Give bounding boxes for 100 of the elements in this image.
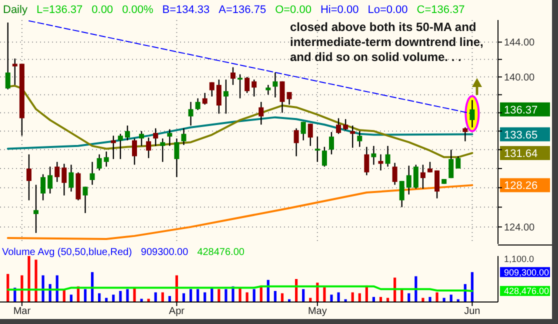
candlestick	[68, 164, 74, 192]
x-tick-label: Jun	[464, 306, 480, 317]
candlestick	[252, 78, 257, 98]
bar	[126, 289, 129, 302]
text: 0.00%	[122, 4, 154, 16]
text: O=0.00	[275, 4, 312, 16]
bar	[28, 256, 30, 302]
bar	[252, 289, 256, 302]
candlestick	[350, 124, 356, 148]
candlestick	[5, 22, 10, 90]
candlestick	[96, 154, 102, 172]
candlestick	[378, 154, 384, 172]
x-tick-label: May	[308, 306, 327, 317]
bar	[140, 298, 143, 302]
bar	[422, 298, 424, 302]
candlestick	[462, 126, 468, 142]
candlestick	[343, 118, 348, 131]
candlestick	[216, 78, 222, 114]
candlestick	[124, 124, 130, 141]
bar	[84, 289, 87, 302]
text: B=134.33	[162, 4, 210, 16]
text: 0.00	[92, 4, 114, 16]
candlestick	[336, 118, 342, 134]
text: 133.65	[504, 129, 538, 142]
bar	[238, 288, 242, 302]
candlestick	[40, 174, 46, 201]
candlestick	[448, 149, 454, 179]
bar	[224, 289, 228, 302]
chart-title: Volume Avg (50,50,blue,Red)	[2, 247, 132, 258]
candlestick	[195, 98, 200, 111]
text: 428,476.00	[504, 286, 550, 296]
candlestick	[434, 170, 440, 199]
text: A=136.75	[218, 4, 266, 16]
x-tick-label: Apr	[168, 306, 186, 317]
bar	[351, 292, 354, 302]
text: 131.64	[504, 148, 538, 160]
bar	[428, 296, 432, 302]
bar	[119, 290, 122, 302]
candlestick	[392, 162, 398, 186]
bar	[34, 260, 38, 302]
bar	[154, 292, 157, 302]
candlestick	[132, 138, 137, 166]
text: Hi=0.00	[320, 4, 359, 16]
y-tick-label: 124.00	[504, 222, 536, 234]
bar	[302, 289, 305, 302]
bar	[436, 292, 438, 302]
candlestick	[371, 145, 376, 166]
candlestick	[322, 146, 327, 168]
bar	[330, 294, 333, 302]
candlestick	[314, 136, 320, 162]
candlestick	[294, 128, 299, 157]
text: Lo=0.00	[368, 4, 408, 16]
candlestick	[82, 186, 88, 214]
candlestick	[153, 128, 158, 147]
candlestick	[258, 101, 264, 126]
candlestick	[62, 163, 67, 196]
text: 1,100.0	[504, 254, 534, 264]
text: 909,300.00	[504, 267, 550, 278]
candlestick	[12, 58, 18, 86]
candlestick	[364, 146, 370, 176]
candlestick	[174, 138, 180, 178]
bar	[450, 294, 452, 302]
candlestick	[230, 66, 236, 86]
bar	[196, 289, 200, 302]
bar	[204, 292, 206, 302]
annotation: 428476.00	[197, 247, 245, 258]
candlestick	[413, 164, 418, 190]
y-tick-label: 140.00	[504, 72, 536, 84]
candlestick	[34, 184, 38, 234]
text: L=136.37	[36, 4, 83, 16]
candlestick	[266, 84, 271, 96]
candlestick	[167, 128, 172, 147]
candlestick	[90, 161, 95, 186]
candlestick	[209, 82, 214, 98]
chart-title: Daily	[3, 4, 28, 16]
bar	[337, 292, 340, 302]
candlestick	[54, 161, 60, 183]
candlestick	[456, 156, 461, 170]
line-series	[6, 116, 474, 150]
candlestick	[160, 138, 166, 162]
bar	[218, 289, 220, 302]
candlestick	[104, 150, 109, 168]
candlestick	[308, 123, 313, 147]
y-tick-label: 144.00	[504, 38, 536, 49]
bar	[70, 294, 72, 302]
candlestick	[427, 161, 432, 173]
candlestick	[280, 80, 285, 114]
candlestick	[272, 72, 278, 98]
bar	[189, 289, 192, 302]
candlestick	[223, 78, 228, 114]
candlestick	[48, 166, 53, 194]
candlestick	[328, 131, 334, 155]
candlestick	[188, 101, 194, 126]
x-tick-label: Mar	[13, 306, 32, 317]
line-series	[6, 184, 474, 240]
bar	[112, 294, 115, 302]
bar	[246, 292, 248, 302]
text: 128.26	[504, 180, 538, 192]
bar	[161, 292, 164, 302]
candlestick	[300, 121, 306, 141]
